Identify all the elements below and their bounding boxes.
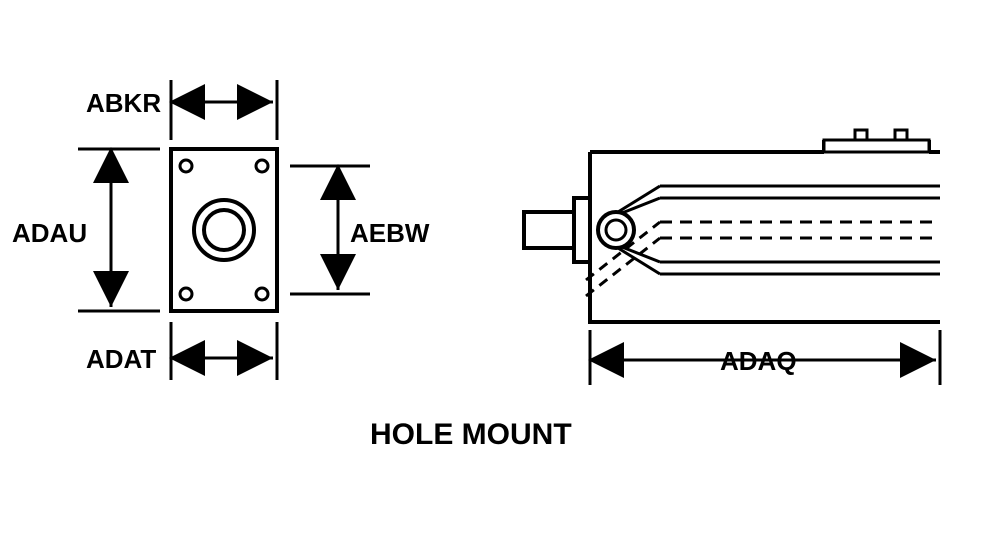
motor-body (590, 140, 940, 322)
adau-label: ADAU (12, 218, 87, 249)
shaft (524, 212, 574, 248)
top-tab (895, 130, 907, 140)
diagram-title: HOLE MOUNT (370, 418, 572, 452)
adaq-label: ADAQ (720, 346, 797, 377)
diagram-canvas (0, 0, 1004, 536)
flange (574, 198, 590, 262)
aebw-label: AEBW (350, 218, 429, 249)
adat-label: ADAT (86, 344, 156, 375)
top-box (824, 140, 929, 152)
abkr-label: ABKR (86, 88, 161, 119)
joint-outer (598, 212, 634, 248)
top-tab (855, 130, 867, 140)
